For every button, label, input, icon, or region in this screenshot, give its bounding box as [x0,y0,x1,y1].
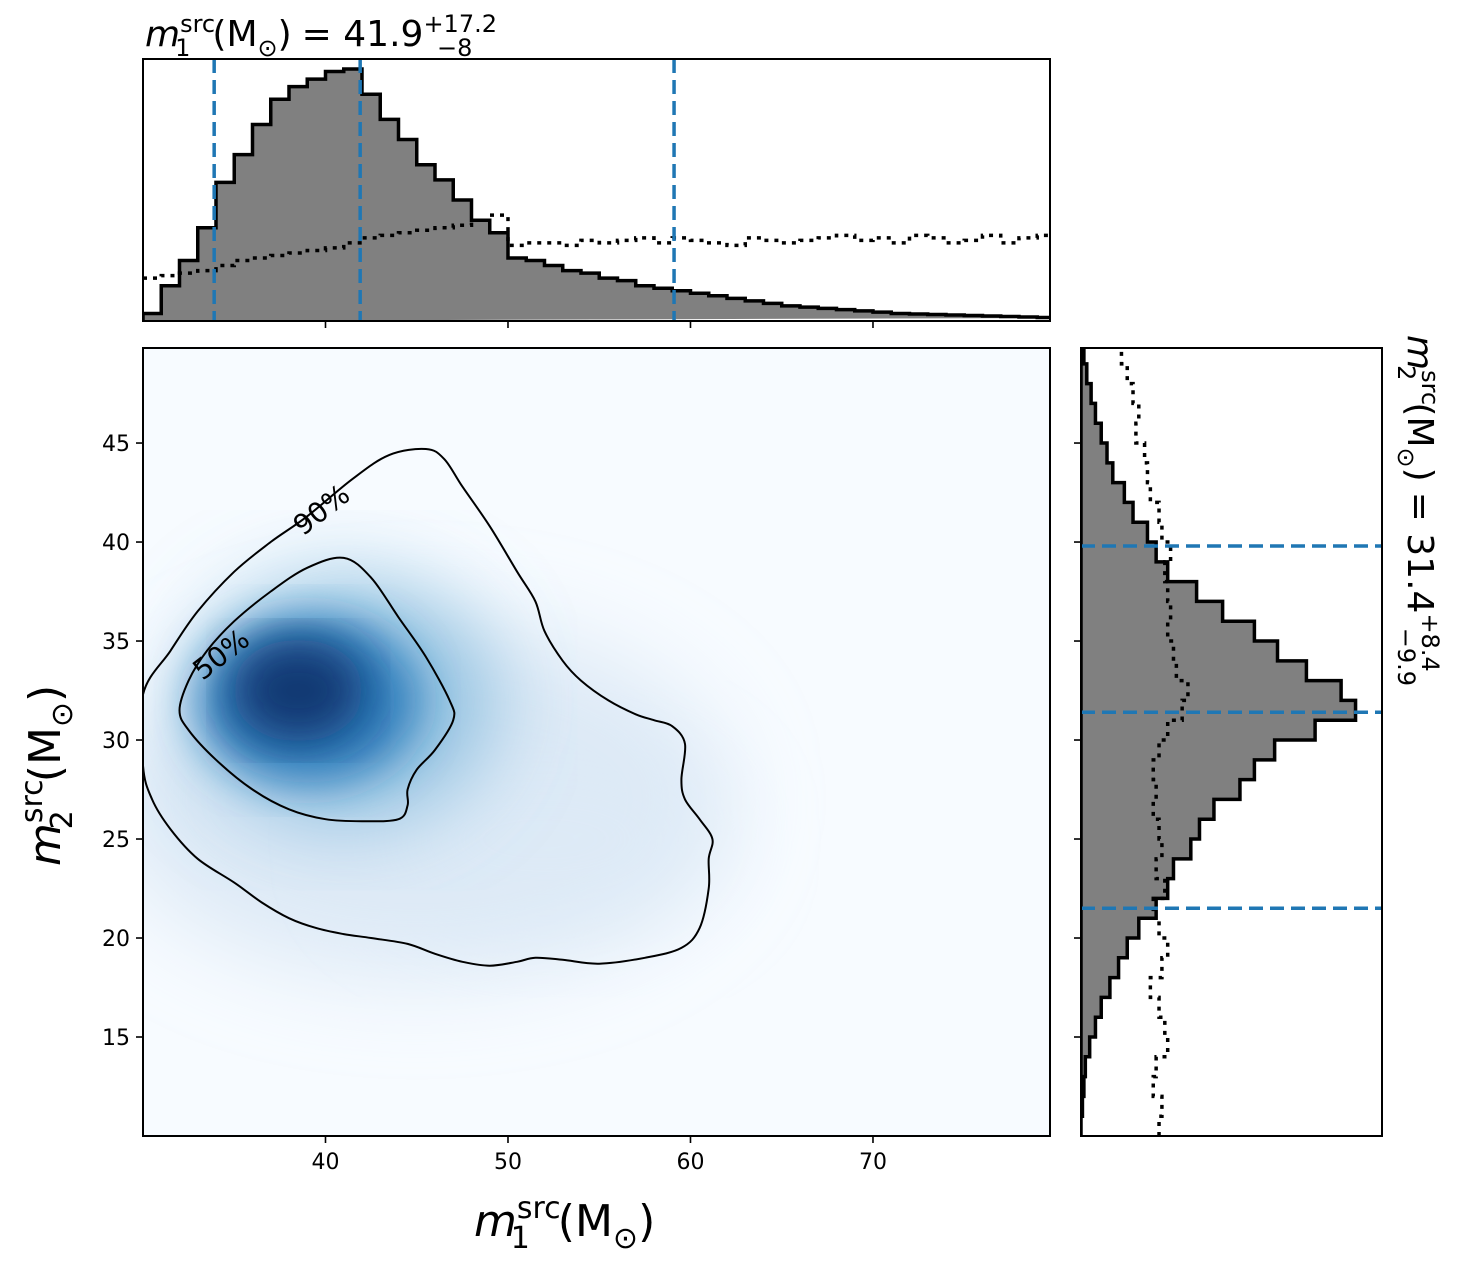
x-tick-label-50: 50 [494,1150,522,1175]
m1-marginal-panel [142,58,1051,328]
y-tick-label-15: 15 [102,1026,130,1051]
y-tick-label-20: 20 [102,927,130,952]
x-tick-label-70: 70 [859,1150,887,1175]
contour-90-line [143,447,714,967]
m1-prior-histogram [143,213,1050,280]
m1-summary-title: msrc 1 (M⊙) = 41.9+17.2 −8 [145,10,497,62]
density-blob-1 [361,740,727,939]
x-tick-label-60: 60 [676,1150,704,1175]
density-blob-4 [232,639,364,742]
x-tick-label-40: 40 [311,1150,339,1175]
y-tick-label-45: 45 [102,432,130,457]
contour-50-line [178,556,456,823]
m1-marginal-frame [142,58,1051,322]
y-tick-label-40: 40 [102,531,130,556]
m1-posterior-histogram [143,67,1050,321]
y-tick-label-35: 35 [102,630,130,655]
m2-prior-histogram [1119,348,1190,1136]
y-axis-label: msrc2(M⊙) [15,685,80,866]
joint-density-frame [142,347,1051,1137]
y-tick-label-30: 30 [102,729,130,754]
m2-marginal-panel [1074,347,1383,1137]
m2-marginal-frame [1080,347,1383,1137]
y-tick-label-25: 25 [102,828,130,853]
m2-summary-title: msrc2(M⊙)= 31.4+8.4−9.9 [1392,335,1444,686]
x-axis-label: msrc 1 (M⊙) [474,1191,655,1256]
